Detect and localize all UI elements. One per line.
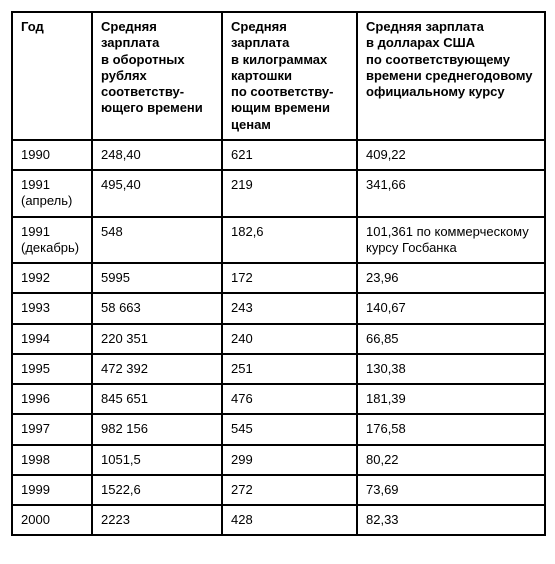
cell-usd: 73,69	[357, 475, 545, 505]
cell-year: 1995	[12, 354, 92, 384]
cell-usd: 409,22	[357, 140, 545, 170]
table-row: 1990248,40621409,22	[12, 140, 545, 170]
cell-kg: 251	[222, 354, 357, 384]
cell-kg: 182,6	[222, 217, 357, 264]
table-row: 1997982 156545176,58	[12, 414, 545, 444]
cell-usd: 66,85	[357, 324, 545, 354]
table-row: 1995472 392251130,38	[12, 354, 545, 384]
cell-rub: 495,40	[92, 170, 222, 217]
table-row: 19991522,627273,69	[12, 475, 545, 505]
table-row: 1991 (декабрь)548182,6101,361 по коммерч…	[12, 217, 545, 264]
table-header-row: Год Средняя зарплата в оборотных рублях …	[12, 12, 545, 140]
col-usd-header: Средняя зарплата в долларах США по соотв…	[357, 12, 545, 140]
cell-usd: 101,361 по коммерческому курсу Госбанка	[357, 217, 545, 264]
cell-rub: 5995	[92, 263, 222, 293]
cell-year: 1994	[12, 324, 92, 354]
cell-rub: 2223	[92, 505, 222, 535]
cell-usd: 176,58	[357, 414, 545, 444]
table-container: Год Средняя зарплата в оборотных рублях …	[0, 0, 555, 547]
cell-rub: 220 351	[92, 324, 222, 354]
table-body: 1990248,40621409,221991 (апрель)495,4021…	[12, 140, 545, 536]
table-row: 199358 663243140,67	[12, 293, 545, 323]
cell-year: 1996	[12, 384, 92, 414]
cell-year: 1991 (апрель)	[12, 170, 92, 217]
cell-usd: 130,38	[357, 354, 545, 384]
cell-rub: 248,40	[92, 140, 222, 170]
cell-year: 1992	[12, 263, 92, 293]
cell-kg: 545	[222, 414, 357, 444]
col-year-header: Год	[12, 12, 92, 140]
cell-rub: 472 392	[92, 354, 222, 384]
cell-kg: 240	[222, 324, 357, 354]
table-row: 1991 (апрель)495,40219341,66	[12, 170, 545, 217]
cell-usd: 341,66	[357, 170, 545, 217]
cell-usd: 80,22	[357, 445, 545, 475]
cell-kg: 621	[222, 140, 357, 170]
cell-usd: 181,39	[357, 384, 545, 414]
cell-rub: 548	[92, 217, 222, 264]
cell-kg: 219	[222, 170, 357, 217]
cell-year: 1998	[12, 445, 92, 475]
cell-kg: 272	[222, 475, 357, 505]
cell-usd: 140,67	[357, 293, 545, 323]
table-row: 1996845 651476181,39	[12, 384, 545, 414]
cell-rub: 1051,5	[92, 445, 222, 475]
cell-kg: 428	[222, 505, 357, 535]
cell-year: 1997	[12, 414, 92, 444]
cell-year: 1991 (декабрь)	[12, 217, 92, 264]
cell-rub: 982 156	[92, 414, 222, 444]
table-row: 2000222342882,33	[12, 505, 545, 535]
cell-rub: 845 651	[92, 384, 222, 414]
cell-year: 1993	[12, 293, 92, 323]
cell-usd: 82,33	[357, 505, 545, 535]
cell-rub: 1522,6	[92, 475, 222, 505]
cell-year: 2000	[12, 505, 92, 535]
salary-table: Год Средняя зарплата в оборотных рублях …	[11, 11, 546, 536]
cell-kg: 243	[222, 293, 357, 323]
table-row: 19981051,529980,22	[12, 445, 545, 475]
table-row: 1992599517223,96	[12, 263, 545, 293]
cell-usd: 23,96	[357, 263, 545, 293]
table-row: 1994220 35124066,85	[12, 324, 545, 354]
col-kg-header: Средняя зарплата в килограммах картошки …	[222, 12, 357, 140]
col-rub-header: Средняя зарплата в оборотных рублях соот…	[92, 12, 222, 140]
cell-year: 1990	[12, 140, 92, 170]
cell-kg: 476	[222, 384, 357, 414]
cell-year: 1999	[12, 475, 92, 505]
cell-kg: 172	[222, 263, 357, 293]
cell-kg: 299	[222, 445, 357, 475]
cell-rub: 58 663	[92, 293, 222, 323]
